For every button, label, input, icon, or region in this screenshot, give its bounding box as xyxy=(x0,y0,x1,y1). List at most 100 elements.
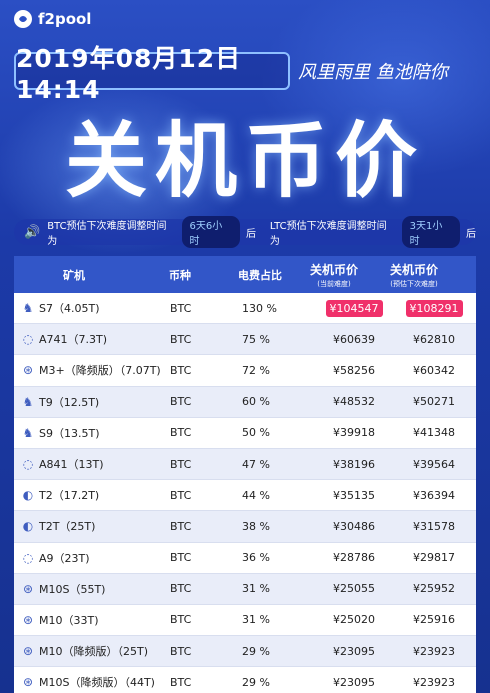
price-next-cell: ¥60342 xyxy=(394,364,474,377)
table-row: ⊛ M10S（55T) BTC 31 % ¥25055 ¥25952 xyxy=(14,573,476,605)
avalon-icon: ◌ xyxy=(22,457,34,472)
coin-cell: BTC xyxy=(170,395,192,409)
avalon-icon: ◌ xyxy=(22,550,34,565)
miner-cell: ◌ A841（13T) xyxy=(14,456,170,472)
miner-name: A741（7.3T) xyxy=(39,333,108,347)
antminer-icon: ♞ xyxy=(22,394,34,409)
miner-cell: ♞ S9（13.5T) xyxy=(14,425,170,441)
price-next-cell: ¥23923 xyxy=(394,645,474,658)
power-ratio-cell: 47 % xyxy=(242,457,270,471)
miner-name: S9（13.5T) xyxy=(39,426,100,440)
miner-cell: ⊛ M10（降频版）（25T) xyxy=(14,643,170,659)
ltc-adjust-time: 3天1小时 xyxy=(401,216,461,248)
power-ratio-cell: 29 % xyxy=(242,644,270,658)
whatsminer-icon: ⊛ xyxy=(22,612,34,627)
price-next-cell: ¥41348 xyxy=(394,426,474,439)
coin-cell: BTC xyxy=(170,519,192,533)
brand-logo: f2pool xyxy=(14,10,91,28)
power-ratio-cell: 130 % xyxy=(242,301,277,315)
miner-name: M10S（降频版）（44T) xyxy=(39,676,155,690)
price-now-value: ¥35135 xyxy=(333,488,375,502)
miner-cell: ◌ A9（23T) xyxy=(14,550,170,566)
miner-cell: ◌ A741（7.3T) xyxy=(14,331,170,347)
coin-cell: BTC xyxy=(170,582,192,596)
table-row: ⊛ M10S（降频版）（44T) BTC 29 % ¥23095 ¥23923 xyxy=(14,667,476,693)
miner-name: T2T（25T) xyxy=(39,520,96,534)
whatsminer-icon: ⊛ xyxy=(22,363,34,378)
whatsminer-icon: ⊛ xyxy=(22,644,34,659)
price-next-cell: ¥23923 xyxy=(394,676,474,689)
coin-cell: BTC xyxy=(170,426,192,440)
price-now-value: ¥48532 xyxy=(333,395,375,409)
table-row: ⊛ M3+（降频版）（7.07T) BTC 72 % ¥58256 ¥60342 xyxy=(14,355,476,387)
price-now-value: ¥23095 xyxy=(333,675,375,689)
table-body: ♞ S7（4.05T) BTC 130 % ¥104547 ¥108291 ◌ A741（7.… xyxy=(14,293,476,693)
coin-cell: BTC xyxy=(170,457,192,471)
price-next-value: ¥60342 xyxy=(413,363,455,377)
speaker-icon: 🔊 xyxy=(24,224,41,240)
avalon-icon: ◌ xyxy=(22,332,34,347)
datetime-banner: 2019年08月12日 14:14 xyxy=(14,44,290,104)
halfmoon-icon: ◐ xyxy=(22,488,34,503)
price-next-cell: ¥29817 xyxy=(394,551,474,564)
price-next-value: ¥62810 xyxy=(413,332,455,346)
price-now-cell: ¥35135 xyxy=(314,489,394,502)
header-price-next: 关机币价 (预估下次难度) xyxy=(374,261,454,289)
header-price-next-label: 关机币价 xyxy=(389,262,438,277)
price-next-cell: ¥62810 xyxy=(394,333,474,346)
power-ratio-cell: 72 % xyxy=(242,363,270,377)
miner-name: T2（17.2T) xyxy=(39,489,100,503)
price-next-value: ¥41348 xyxy=(413,426,455,440)
price-next-cell: ¥108291 xyxy=(394,299,474,317)
power-ratio-cell: 60 % xyxy=(242,395,270,409)
antminer-icon: ♞ xyxy=(22,425,34,440)
price-now-value: ¥25020 xyxy=(333,613,375,627)
price-next-value: ¥39564 xyxy=(413,457,455,471)
price-next-cell: ¥39564 xyxy=(394,458,474,471)
header-price-now: 关机币价 (当前难度) xyxy=(294,261,374,289)
price-next-cell: ¥50271 xyxy=(394,395,474,408)
price-now-value: ¥60639 xyxy=(333,332,375,346)
price-next-value: ¥25916 xyxy=(413,613,455,627)
price-now-cell: ¥23095 xyxy=(314,676,394,689)
price-now-cell: ¥25020 xyxy=(314,613,394,626)
price-next-cell: ¥25916 xyxy=(394,613,474,626)
table-row: ♞ S7（4.05T) BTC 130 % ¥104547 ¥108291 xyxy=(14,293,476,325)
miner-cell: ⊛ M10S（降频版）（44T) xyxy=(14,674,170,690)
price-now-cell: ¥60639 xyxy=(314,333,394,346)
coin-cell: BTC xyxy=(170,675,192,689)
coin-cell: BTC xyxy=(170,363,192,377)
miner-name: A841（13T) xyxy=(39,458,104,472)
price-now-cell: ¥104547 xyxy=(314,299,394,317)
table-row: ◌ A841（13T) BTC 47 % ¥38196 ¥39564 xyxy=(14,448,476,481)
header-power-ratio: 电费占比 xyxy=(238,268,282,282)
miner-cell: ◐ T2T（25T) xyxy=(14,518,170,534)
miner-cell: ◐ T2（17.2T) xyxy=(14,487,170,503)
table-row: ◌ A741（7.3T) BTC 75 % ¥60639 ¥62810 xyxy=(14,324,476,356)
price-now-value: ¥30486 xyxy=(333,519,375,533)
price-next-value: ¥36394 xyxy=(413,488,455,502)
price-now-cell: ¥58256 xyxy=(314,364,394,377)
price-next-value: ¥29817 xyxy=(413,551,455,565)
page-title: 关机币价 xyxy=(64,114,425,209)
btc-notice-prefix: BTC预估下次难度调整时间为 xyxy=(47,221,167,247)
header-price-next-sub: (预估下次难度) xyxy=(390,279,438,288)
table-row: ♞ T9（12.5T) BTC 60 % ¥48532 ¥50271 xyxy=(14,386,476,418)
whatsminer-icon: ⊛ xyxy=(22,675,34,690)
price-now-cell: ¥28786 xyxy=(314,551,394,564)
coin-cell: BTC xyxy=(170,301,192,315)
price-now-value: ¥25055 xyxy=(333,582,375,596)
price-next-value: ¥25952 xyxy=(413,582,455,596)
price-next-cell: ¥25952 xyxy=(394,582,474,595)
table-row: ⊛ M10（33T) BTC 31 % ¥25020 ¥25916 xyxy=(14,604,476,637)
price-next-value: ¥31578 xyxy=(413,519,455,533)
price-now-value: ¥23095 xyxy=(333,644,375,658)
btc-notice-suffix: 后 xyxy=(245,228,256,240)
power-ratio-cell: 29 % xyxy=(242,675,270,689)
table-row: ◌ A9（23T) BTC 36 % ¥28786 ¥29817 xyxy=(14,542,476,574)
power-ratio-cell: 75 % xyxy=(242,332,270,346)
price-now-cell: ¥30486 xyxy=(314,520,394,533)
table-row: ♞ S9（13.5T) BTC 50 % ¥39918 ¥41348 xyxy=(14,417,476,449)
power-ratio-cell: 50 % xyxy=(242,426,270,440)
coin-cell: BTC xyxy=(170,488,192,502)
